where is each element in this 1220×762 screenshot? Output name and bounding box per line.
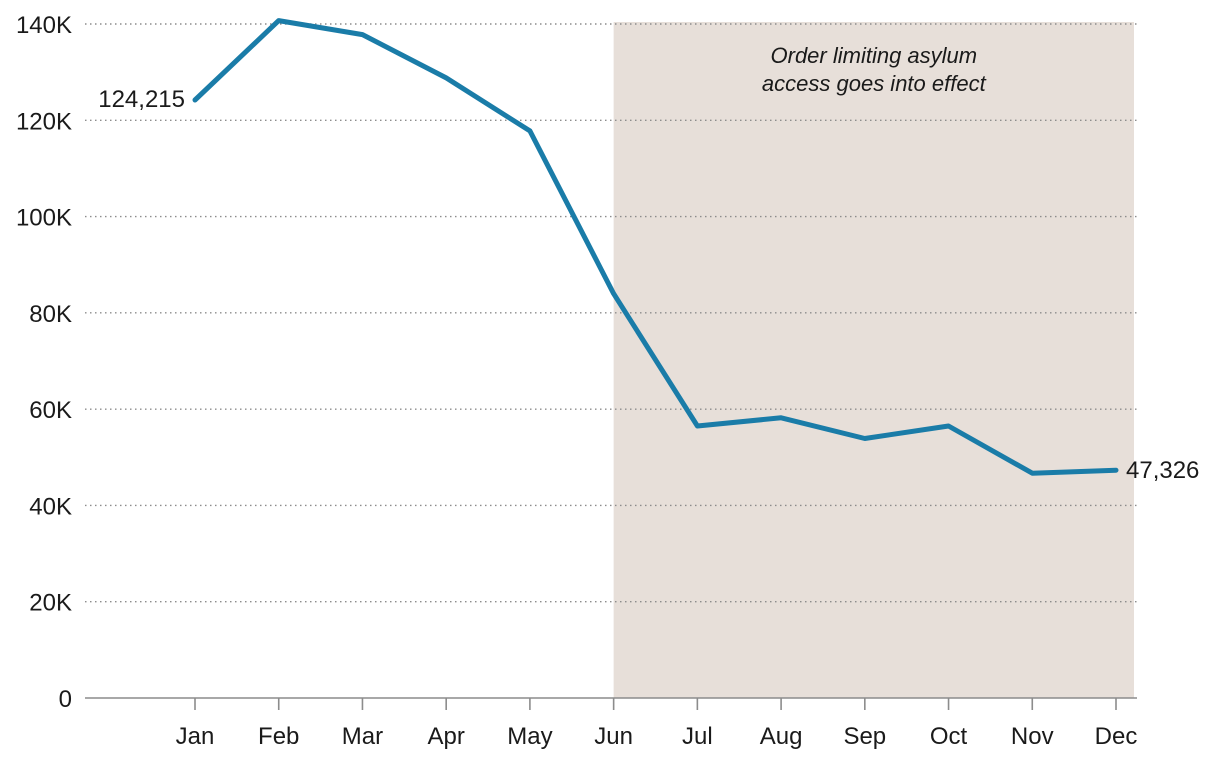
y-tick-label: 120K [16,108,72,135]
gridlines [85,23,1137,603]
x-tick-label: Feb [258,723,299,750]
x-tick-label: Aug [760,723,803,750]
y-tick-label: 0 [59,686,72,713]
x-tick-label: Mar [342,723,383,750]
annotation-line-1: Order limiting asylum [771,43,978,68]
end-value-label: 47,326 [1126,457,1199,484]
annotation-line-2: access goes into effect [762,71,987,96]
y-tick-label: 40K [29,493,72,520]
x-tick-label: Jun [594,723,633,750]
y-tick-label: 60K [29,397,72,424]
x-tick-label: Jul [682,723,713,750]
start-value-label: 124,215 [98,86,185,113]
y-tick-label: 100K [16,205,72,232]
y-tick-label: 140K [16,12,72,39]
x-tick-label: Apr [428,723,465,750]
y-axis-labels: 0 20K 40K 60K 80K 100K 120K 140K [16,12,72,713]
y-tick-label: 80K [29,301,72,328]
series-line [192,18,1119,476]
x-tick-label: Oct [930,723,968,750]
x-tick-label: Sep [843,723,886,750]
x-axis: Jan Feb Mar Apr May Jun Jul Aug Sep Oct Nov Dec [176,698,1138,750]
x-tick-label: Jan [176,723,215,750]
x-tick-label: Dec [1095,723,1138,750]
x-tick-label: Nov [1011,723,1054,750]
x-tick-label: May [507,723,552,750]
y-tick-label: 20K [29,590,72,617]
shaded-region [613,22,1134,698]
